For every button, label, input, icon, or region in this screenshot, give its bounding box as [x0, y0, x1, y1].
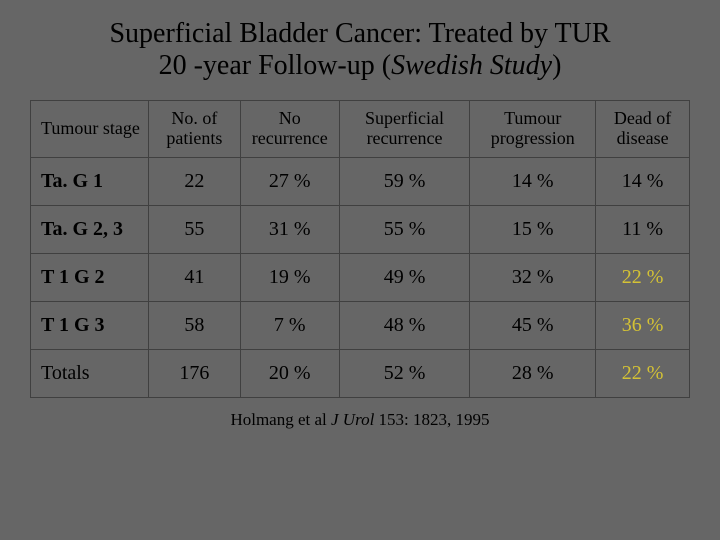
cell-prog: 45 %: [470, 301, 596, 349]
cell-dead: 11 %: [596, 205, 690, 253]
cell-suprec: 59 %: [339, 157, 470, 205]
cell-norec: 19 %: [240, 253, 339, 301]
cell-norec: 20 %: [240, 349, 339, 397]
col-patients: No. of patients: [149, 101, 241, 158]
table-row: Ta. G 12227 %59 %14 %14 %: [31, 157, 690, 205]
table-row: Totals17620 %52 %28 %22 %: [31, 349, 690, 397]
cell-suprec: 49 %: [339, 253, 470, 301]
cell-suprec: 55 %: [339, 205, 470, 253]
results-table: Tumour stage No. of patients No recurren…: [30, 100, 690, 398]
table-row: T 1 G 3587 %48 %45 %36 %: [31, 301, 690, 349]
cell-n: 58: [149, 301, 241, 349]
cell-stage: T 1 G 2: [31, 253, 149, 301]
cell-norec: 27 %: [240, 157, 339, 205]
col-superficial-recurrence: Superficial recurrence: [339, 101, 470, 158]
title-line1: Superficial Bladder Cancer: Treated by T…: [109, 18, 610, 49]
citation-journal: J Urol: [331, 410, 379, 429]
cell-suprec: 52 %: [339, 349, 470, 397]
cell-n: 22: [149, 157, 241, 205]
cell-stage: T 1 G 3: [31, 301, 149, 349]
table-row: Ta. G 2, 35531 %55 %15 %11 %: [31, 205, 690, 253]
col-tumour-progression: Tumour progression: [470, 101, 596, 158]
col-dead-of-disease: Dead of disease: [596, 101, 690, 158]
cell-prog: 28 %: [470, 349, 596, 397]
cell-norec: 31 %: [240, 205, 339, 253]
cell-n: 176: [149, 349, 241, 397]
col-stage: Tumour stage: [31, 101, 149, 158]
cell-prog: 14 %: [470, 157, 596, 205]
cell-dead: 22 %: [596, 253, 690, 301]
citation-suffix: 153: 1823, 1995: [379, 410, 490, 429]
table-header-row: Tumour stage No. of patients No recurren…: [31, 101, 690, 158]
table-row: T 1 G 24119 %49 %32 %22 %: [31, 253, 690, 301]
cell-n: 41: [149, 253, 241, 301]
cell-stage: Totals: [31, 349, 149, 397]
cell-stage: Ta. G 2, 3: [31, 205, 149, 253]
cell-dead: 22 %: [596, 349, 690, 397]
title-line2-close: ): [552, 50, 561, 81]
slide: Superficial Bladder Cancer: Treated by T…: [0, 0, 720, 540]
cell-n: 55: [149, 205, 241, 253]
cell-dead: 14 %: [596, 157, 690, 205]
cell-dead: 36 %: [596, 301, 690, 349]
cell-prog: 32 %: [470, 253, 596, 301]
title-line2-plain: 20 -year Follow-up (: [159, 50, 392, 81]
cell-prog: 15 %: [470, 205, 596, 253]
table-body: Ta. G 12227 %59 %14 %14 %Ta. G 2, 35531 …: [31, 157, 690, 397]
col-no-recurrence: No recurrence: [240, 101, 339, 158]
citation-prefix: Holmang et al: [230, 410, 331, 429]
citation: Holmang et al J Urol 153: 1823, 1995: [30, 410, 690, 430]
cell-suprec: 48 %: [339, 301, 470, 349]
title-line2-italic: Swedish Study: [391, 50, 552, 81]
slide-title: Superficial Bladder Cancer: Treated by T…: [30, 18, 690, 82]
cell-stage: Ta. G 1: [31, 157, 149, 205]
cell-norec: 7 %: [240, 301, 339, 349]
